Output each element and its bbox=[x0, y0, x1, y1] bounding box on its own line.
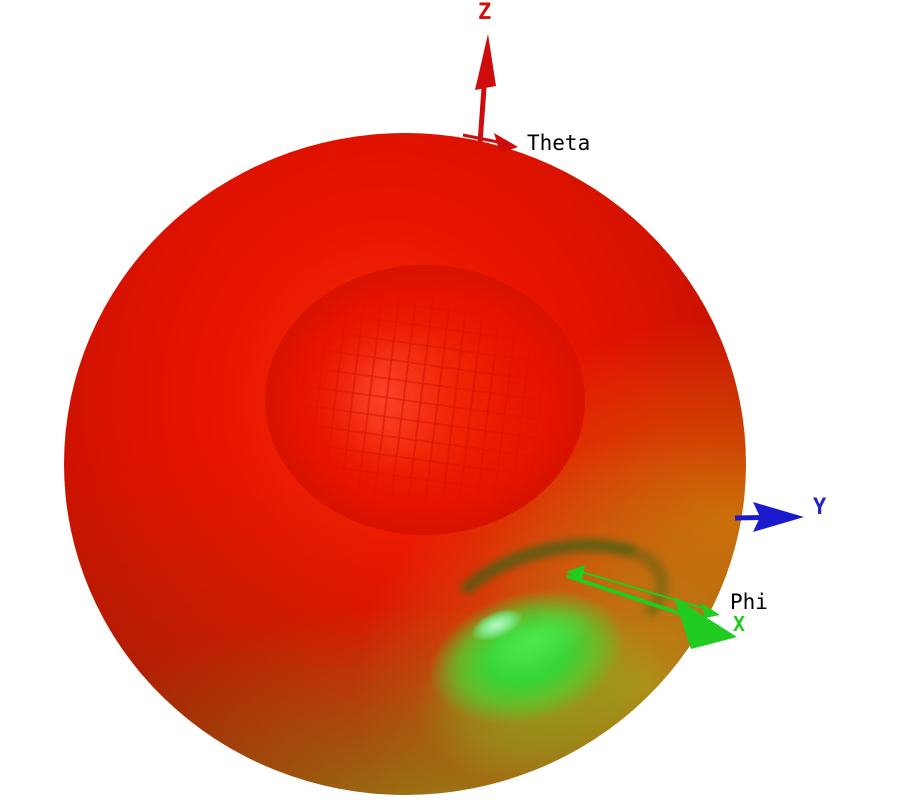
phi-label: Phi bbox=[730, 590, 768, 614]
radiation-pattern-surface[interactable] bbox=[64, 133, 746, 795]
y-axis-label: Y bbox=[813, 495, 827, 520]
x-axis-label: X bbox=[733, 612, 746, 636]
y-axis-arrow bbox=[734, 502, 804, 532]
theta-label: Theta bbox=[527, 131, 591, 155]
z-axis-arrow bbox=[475, 34, 496, 144]
surface-mesh-texture bbox=[265, 265, 585, 535]
z-axis-label: Z bbox=[478, 0, 492, 25]
